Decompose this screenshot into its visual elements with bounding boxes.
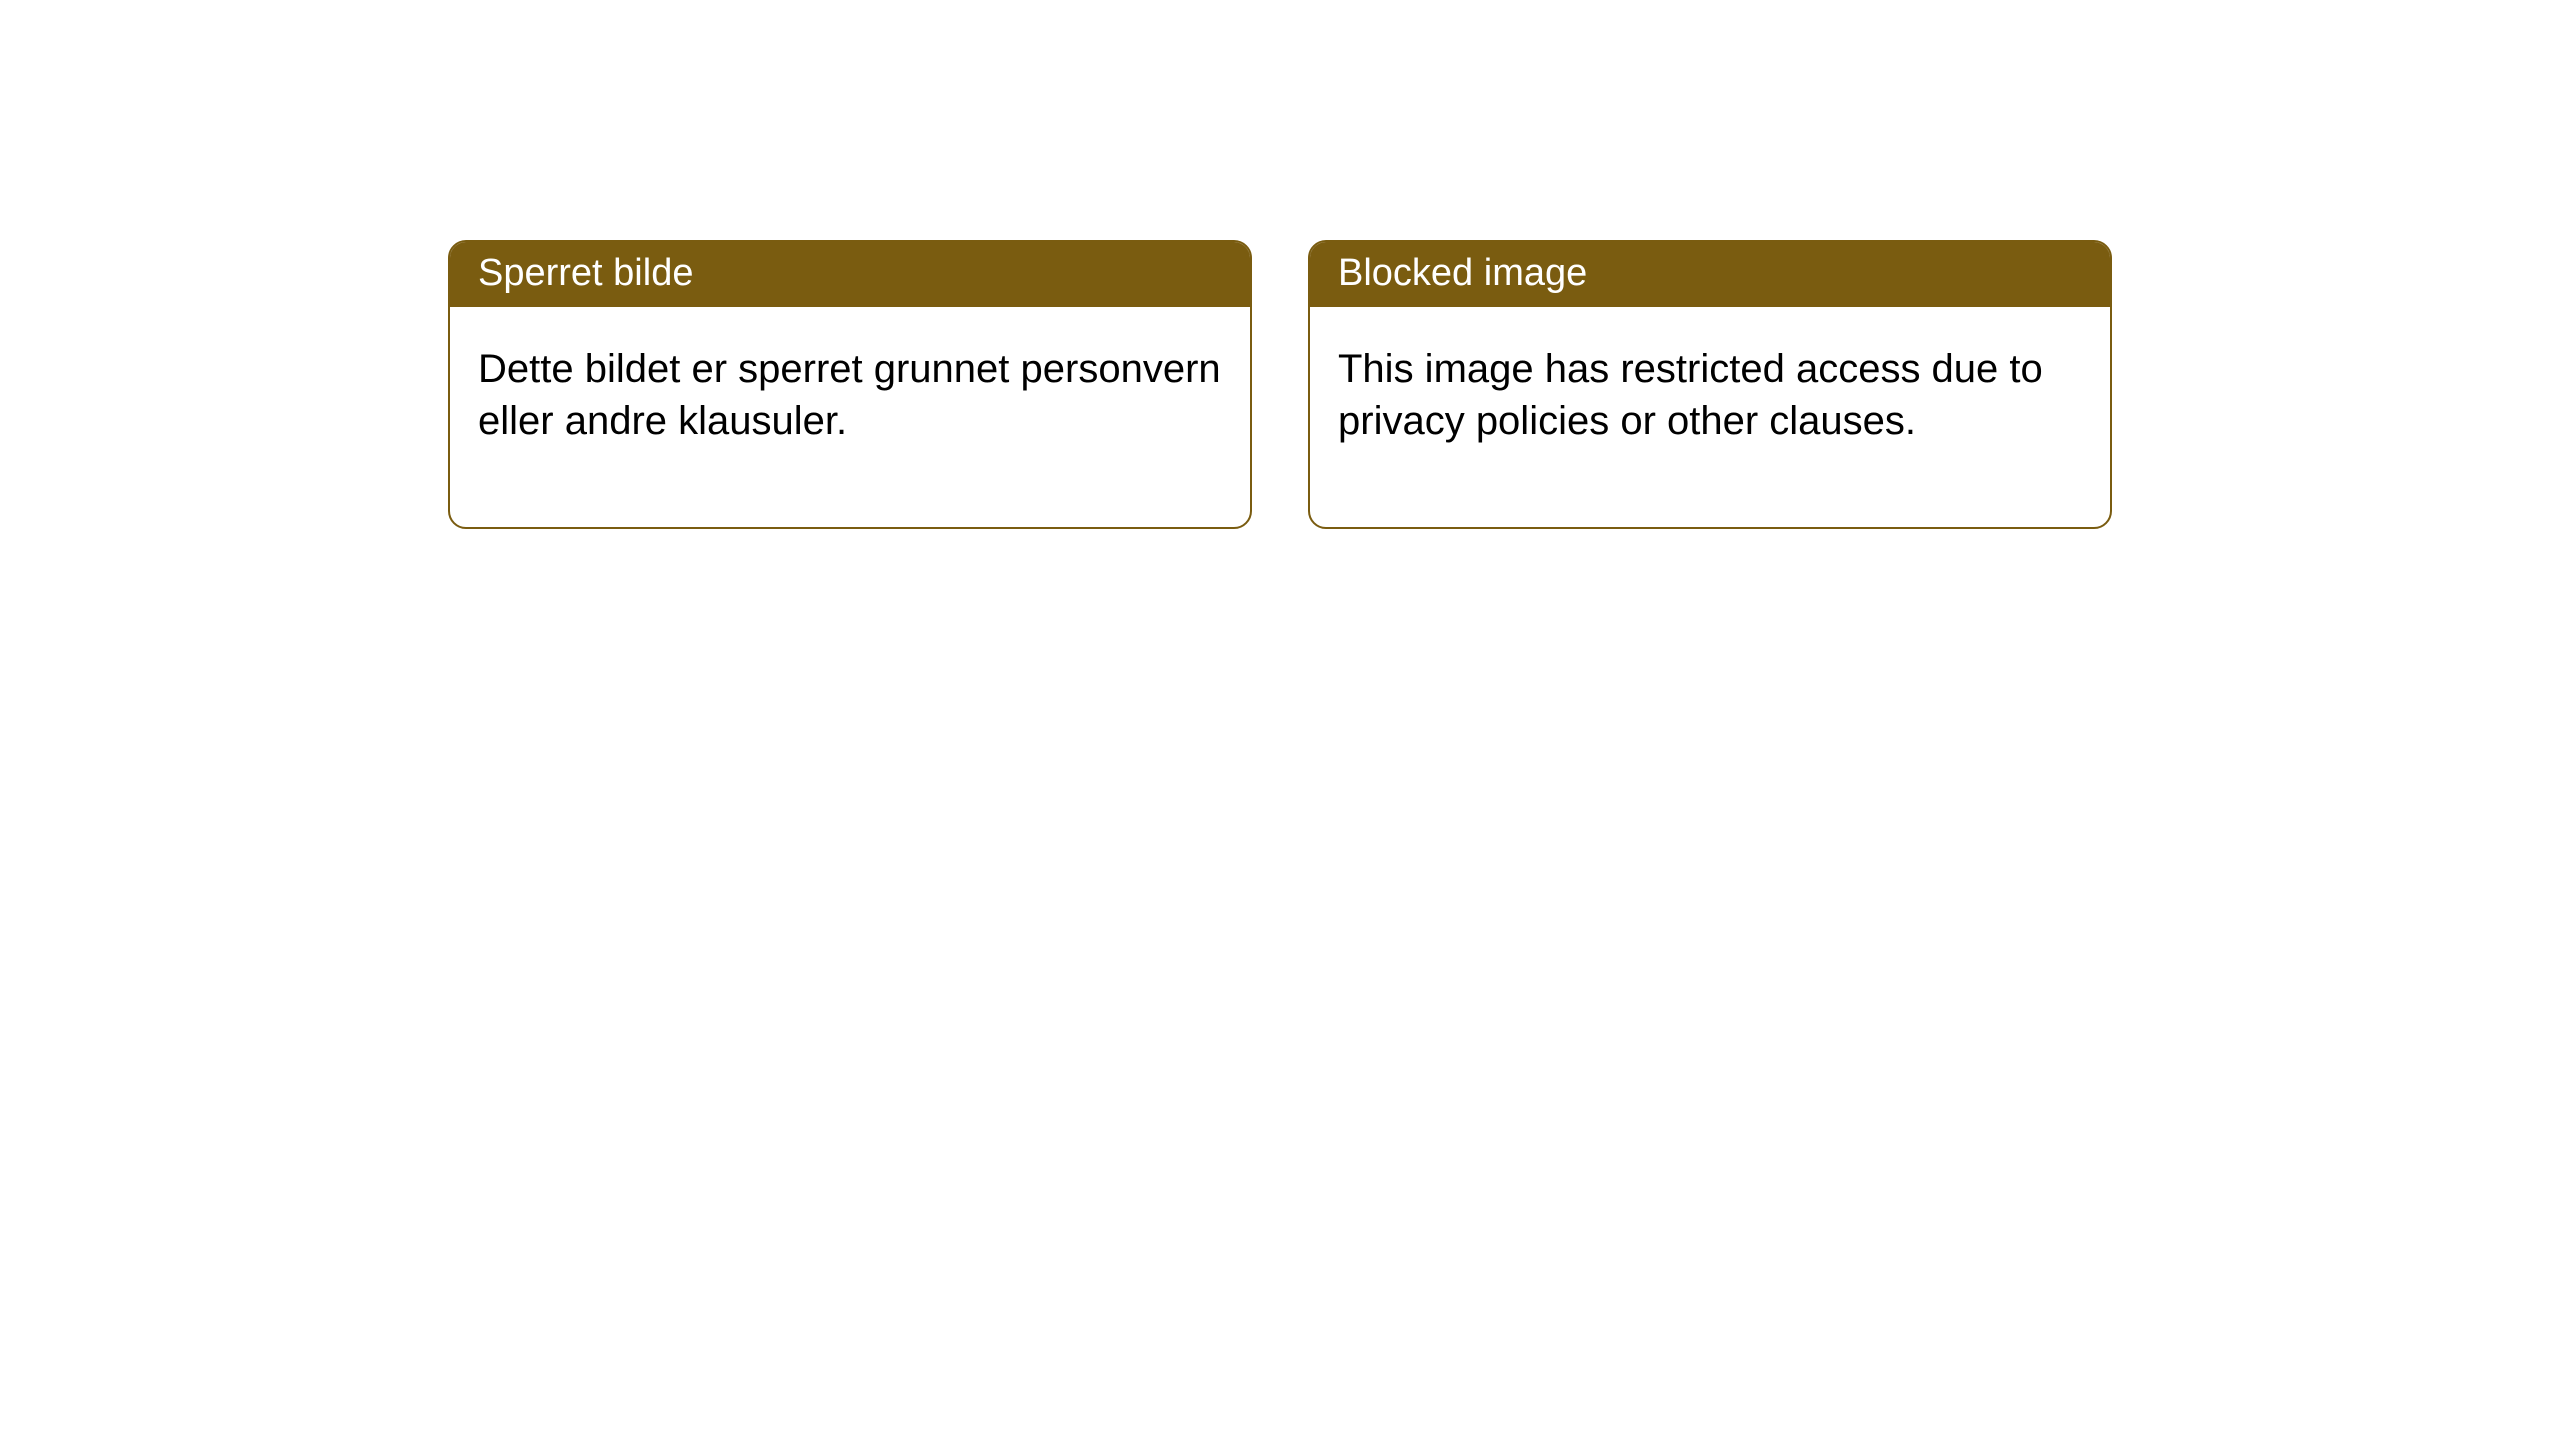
blocked-image-card-en: Blocked image This image has restricted …	[1308, 240, 2112, 529]
card-header-en: Blocked image	[1310, 242, 2110, 307]
notice-container: Sperret bilde Dette bildet er sperret gr…	[0, 0, 2560, 529]
card-message-no: Dette bildet er sperret grunnet personve…	[450, 307, 1250, 527]
blocked-image-card-no: Sperret bilde Dette bildet er sperret gr…	[448, 240, 1252, 529]
card-header-no: Sperret bilde	[450, 242, 1250, 307]
card-message-en: This image has restricted access due to …	[1310, 307, 2110, 527]
